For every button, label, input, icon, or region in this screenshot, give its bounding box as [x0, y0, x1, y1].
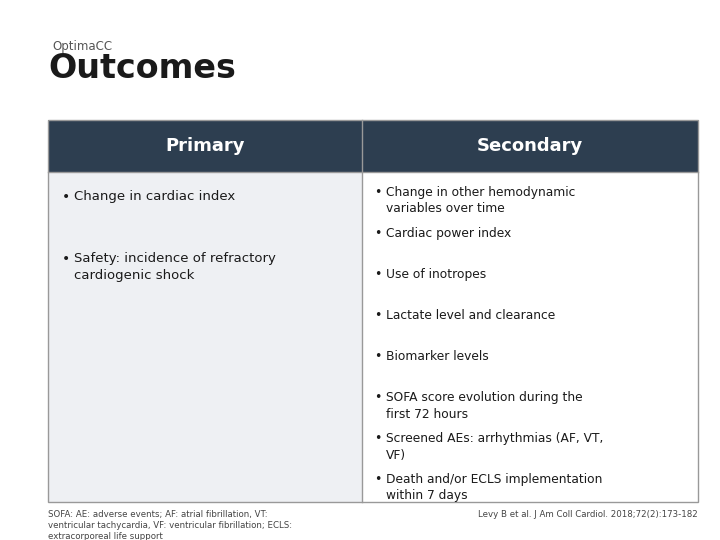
Text: •: • [374, 391, 382, 404]
Text: SOFA: AE: adverse events; AF: atrial fibrillation, VT:
ventricular tachycardia, : SOFA: AE: adverse events; AF: atrial fib… [48, 510, 292, 540]
Text: Use of inotropes: Use of inotropes [386, 268, 486, 281]
Text: SOFA score evolution during the
first 72 hours: SOFA score evolution during the first 72… [386, 391, 582, 421]
Text: •: • [374, 309, 382, 322]
Text: Cardiac power index: Cardiac power index [386, 227, 511, 240]
Text: Outcomes: Outcomes [48, 52, 236, 85]
Text: •: • [374, 432, 382, 445]
Text: Change in other hemodynamic
variables over time: Change in other hemodynamic variables ov… [386, 186, 575, 215]
Bar [362, 172, 698, 502]
Bar [48, 120, 698, 502]
Text: •: • [62, 190, 71, 204]
Bar [362, 120, 698, 172]
Bar [48, 120, 362, 172]
Text: OptimaCC: OptimaCC [52, 40, 112, 53]
Text: •: • [374, 350, 382, 363]
Text: •: • [374, 268, 382, 281]
Text: Secondary: Secondary [477, 137, 583, 155]
Bar [48, 172, 362, 502]
Text: Biomarker levels: Biomarker levels [386, 350, 489, 363]
Text: Screened AEs: arrhythmias (AF, VT,
VF): Screened AEs: arrhythmias (AF, VT, VF) [386, 432, 603, 462]
Text: Safety: incidence of refractory
cardiogenic shock: Safety: incidence of refractory cardioge… [74, 252, 276, 282]
Text: •: • [374, 473, 382, 486]
Text: Lactate level and clearance: Lactate level and clearance [386, 309, 555, 322]
Text: •: • [62, 252, 71, 266]
Text: Levy B et al. J Am Coll Cardiol. 2018;72(2):173-182: Levy B et al. J Am Coll Cardiol. 2018;72… [478, 510, 698, 519]
Text: Primary: Primary [166, 137, 245, 155]
Text: •: • [374, 227, 382, 240]
Text: •: • [374, 186, 382, 199]
Text: Death and/or ECLS implementation
within 7 days: Death and/or ECLS implementation within … [386, 473, 603, 503]
Text: Change in cardiac index: Change in cardiac index [74, 190, 235, 203]
